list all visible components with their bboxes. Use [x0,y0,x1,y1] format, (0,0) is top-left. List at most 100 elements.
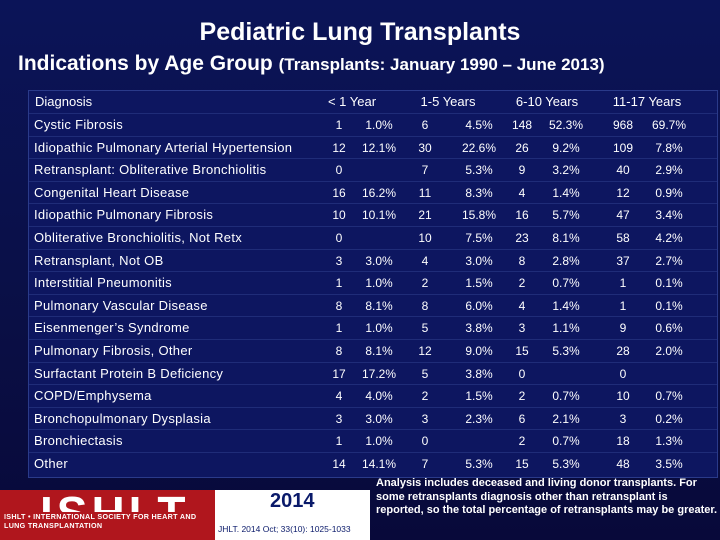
subtitle-main: Indications by Age Group [18,52,273,75]
percent: 2.8% [552,253,580,268]
percent: 1.0% [365,434,393,449]
row-separator [29,271,717,273]
percent: 0.9% [655,185,683,200]
percent: 0.1% [655,276,683,291]
count: 16 [515,208,529,223]
percent: 5.3% [552,457,580,471]
percent: 17.2% [361,366,397,381]
diagnosis: Pulmonary Vascular Disease [34,297,208,313]
count: 26 [515,140,529,155]
count: 8 [518,253,526,268]
count: 12 [418,344,432,358]
count: 14 [332,457,346,471]
row-separator [29,384,717,386]
count: 5 [421,366,429,381]
count: 2 [518,276,526,291]
count: 17 [332,366,346,381]
column-header: 1-5 Years [420,94,476,109]
percent: 8.3% [465,185,493,200]
count: 1 [619,298,627,313]
diagnosis: Idiopathic Pulmonary Fibrosis [34,207,214,223]
percent: 4.0% [365,389,393,404]
row-separator [29,248,717,250]
table: Diagnosis < 1 Year 1-5 Years 6-10 Years 11-1… [28,90,718,478]
count: 58 [616,231,630,245]
percent: 3.0% [465,253,493,268]
count: 8 [335,298,343,313]
count: 0 [335,231,343,245]
percent: 8.1% [365,298,393,313]
percent: 3.4% [655,208,683,223]
percent: 3.0% [365,253,393,268]
count: 2 [421,389,429,404]
row-separator [29,406,717,408]
count: 28 [616,344,630,358]
percent: 0.1% [655,298,683,313]
subtitle: Indications by Age Group (Transplants: J… [18,52,605,76]
title: Pediatric Lung Transplants [199,18,521,46]
count: 8 [335,344,343,358]
count: 7 [421,163,429,178]
count: 9 [619,321,627,336]
percent: 1.5% [465,389,493,404]
percent: 1.0% [365,118,393,132]
percent: 15.8% [461,208,497,223]
percent: 1.3% [655,434,683,449]
row-separator [29,226,717,227]
percent: 16.2% [361,185,397,200]
diagnosis: Idiopathic Pulmonary Arterial Hypertensi… [34,139,293,155]
count: 10 [332,208,346,223]
logo-area: ISHLT ISHLT • INTERNATIONAL SOCIETY FOR … [0,487,370,540]
percent: 2.1% [552,411,580,426]
percent: 0.7% [552,389,580,404]
percent: 0.7% [552,276,580,291]
count: 1 [335,276,343,291]
count: 4 [335,389,343,404]
count: 8 [421,298,429,313]
row-separator [29,293,717,295]
count: 12 [616,185,630,200]
diagnosis: Retransplant: Obliterative Bronchiolitis [34,162,267,178]
percent: 4.5% [465,118,493,132]
row-separator [29,361,717,363]
count: 3 [619,411,627,426]
diagnosis: Cystic Fibrosis [34,117,124,132]
citation: JHLT. 2014 Oct; 33(10): 1025-1033 [218,524,351,534]
percent: 8.1% [365,344,393,358]
percent: 6.0% [465,298,493,313]
percent: 0.6% [655,321,683,336]
percent: 3.2% [552,163,580,178]
percent: 3.8% [465,321,493,336]
column-header: 11-17 Years [612,94,682,109]
percent: 1.4% [552,185,580,200]
count: 3 [335,253,343,268]
row-separator [29,339,717,340]
percent: 1.5% [465,276,493,291]
count: 2 [518,389,526,404]
count: 16 [332,185,346,200]
percent: 0.7% [655,389,683,404]
diagnosis: Pulmonary Fibrosis, Other [34,343,193,358]
percent: 69.7% [651,118,687,132]
count: 6 [518,411,526,426]
row-separator [29,452,717,453]
count: 10 [418,231,432,245]
count: 5 [421,321,429,336]
column-header: < 1 Year [327,94,377,109]
diagnosis: Bronchiectasis [34,433,123,449]
percent: 5.3% [465,457,493,471]
count: 6 [421,118,429,132]
count: 2 [421,276,429,291]
diagnosis: Obliterative Bronchiolitis, Not Retx [34,230,243,245]
logo-subtitle: ISHLT • INTERNATIONAL SOCIETY FOR HEART … [4,512,215,530]
percent: 2.7% [655,253,683,268]
count: 1 [619,276,627,291]
percent: 10.1% [361,208,397,223]
percent: 7.5% [465,231,493,245]
row-separator [29,158,717,160]
percent: 7.8% [655,140,683,155]
count: 3 [518,321,526,336]
count: 15 [515,457,529,471]
count: 109 [612,140,634,155]
